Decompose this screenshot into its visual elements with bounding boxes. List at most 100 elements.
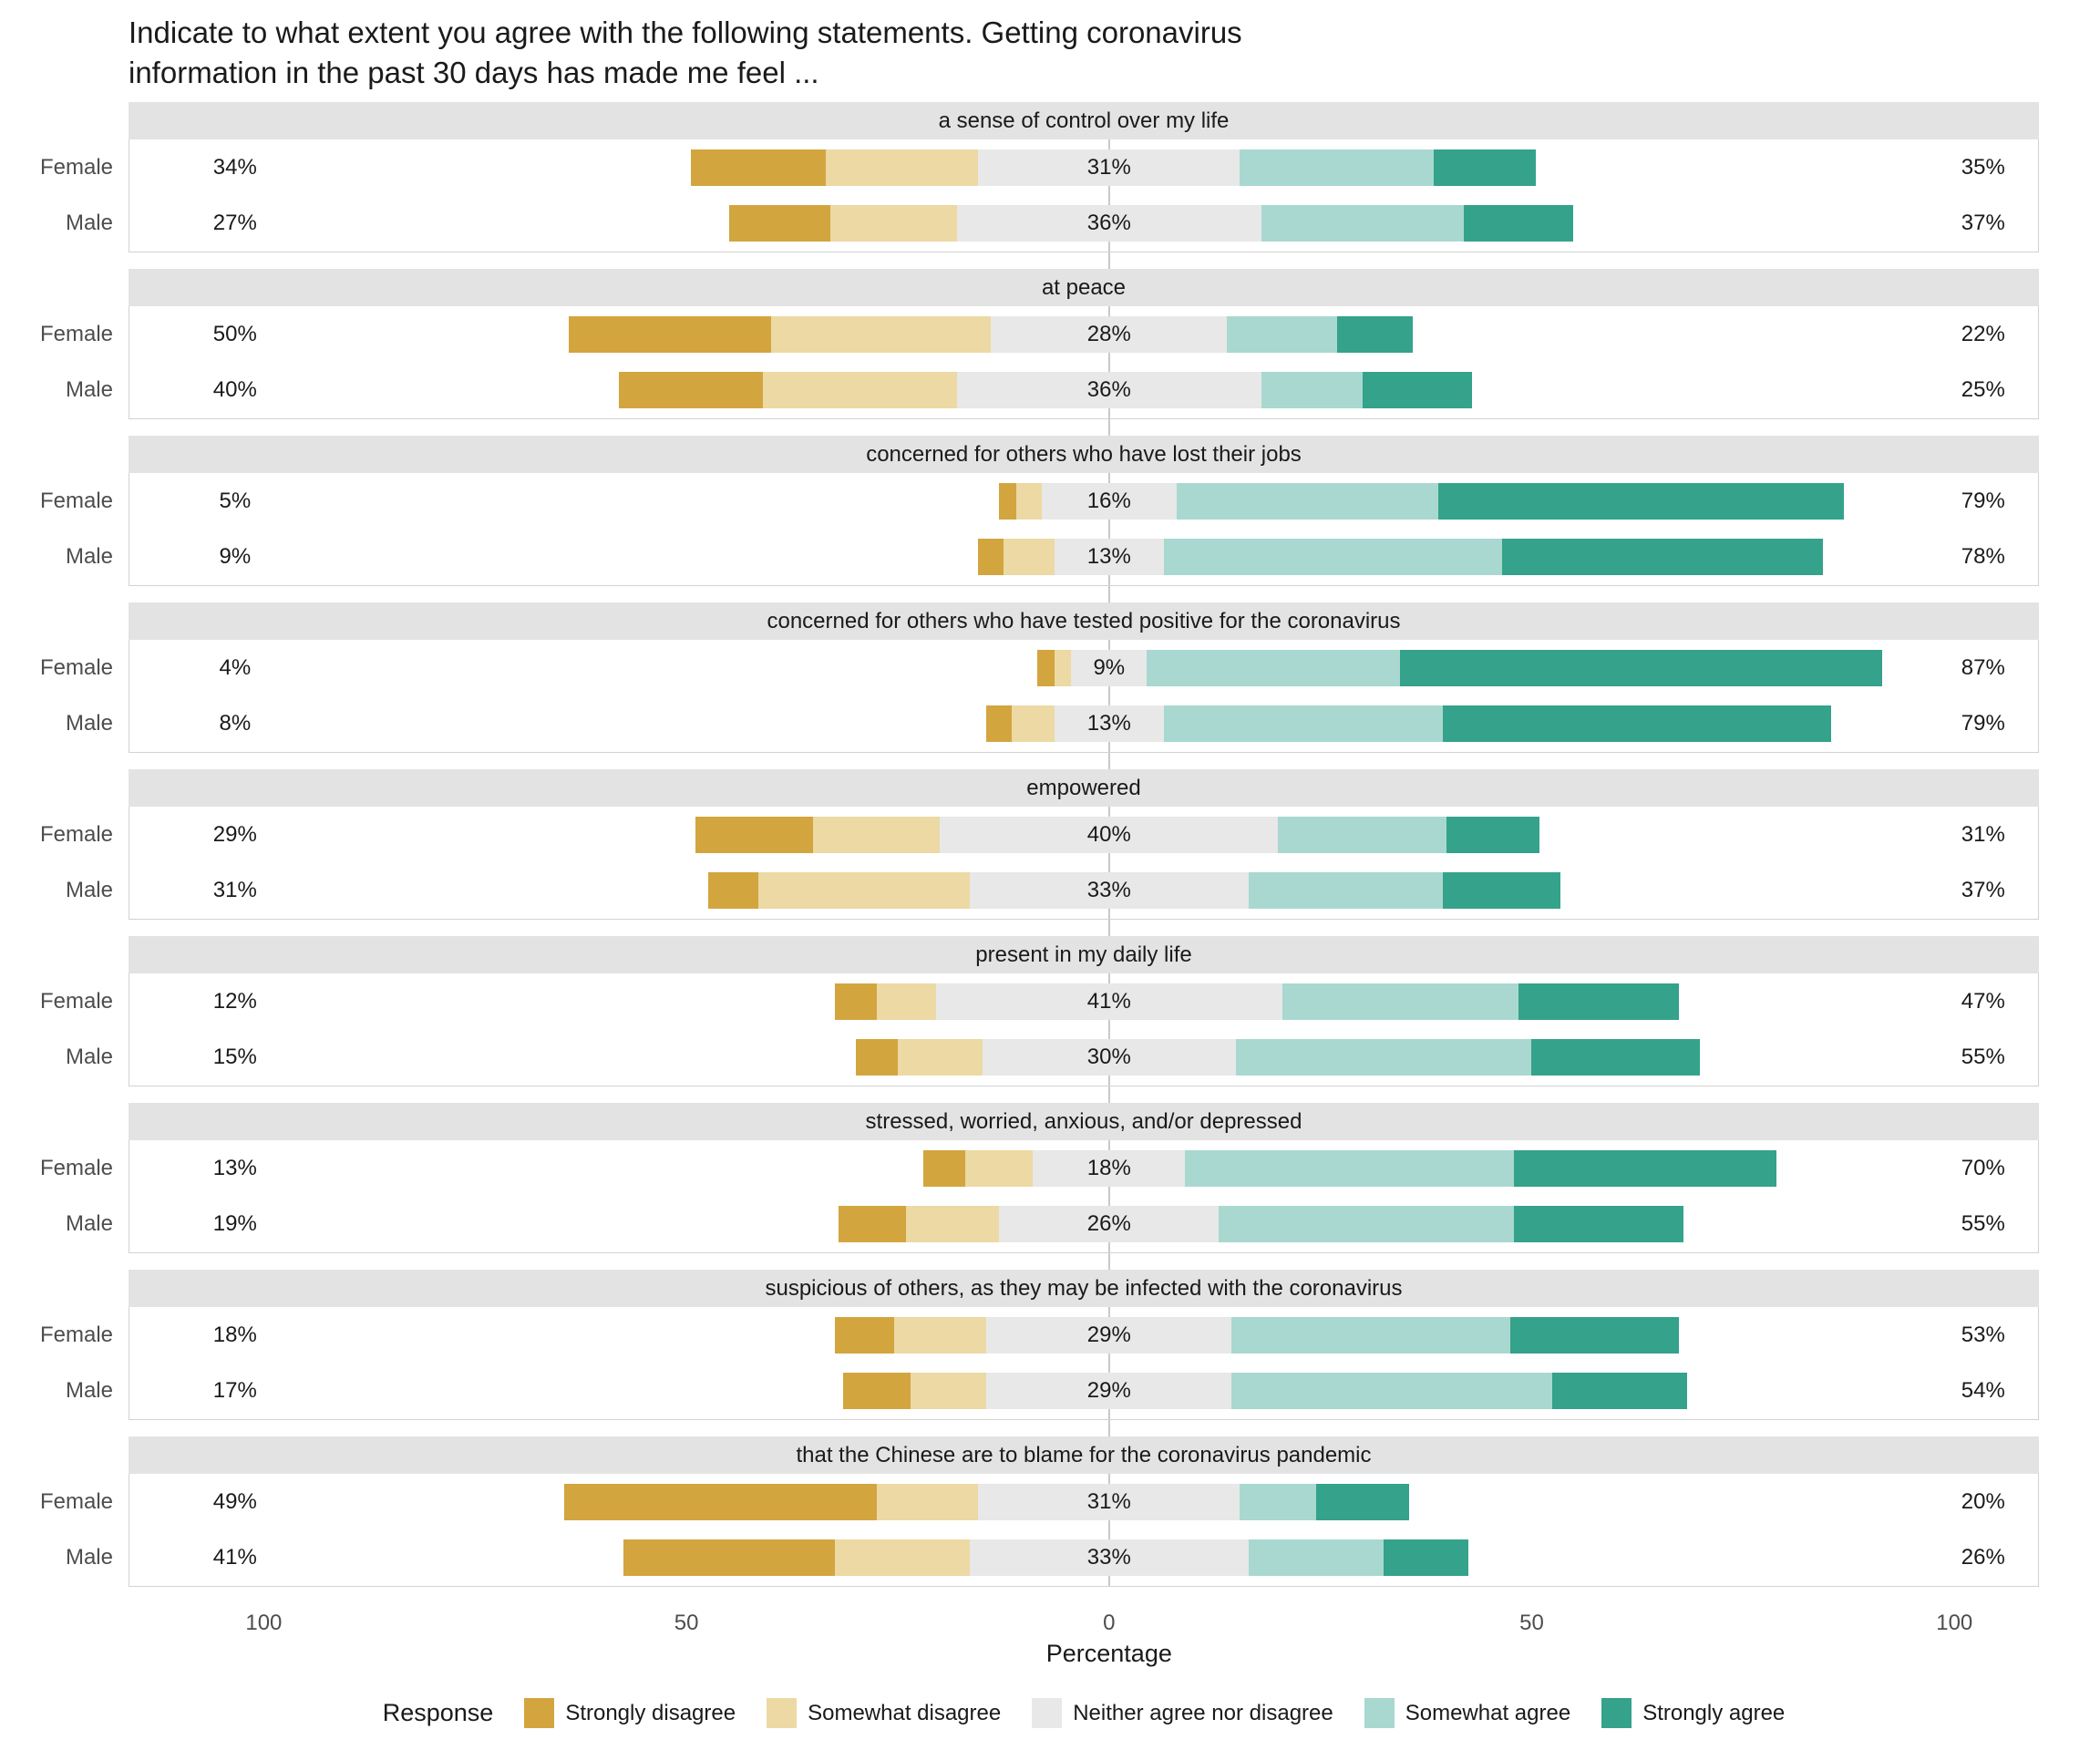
segment-soa [1248,1539,1384,1577]
stacked-bar [986,705,1831,743]
segment-sd [1037,649,1055,686]
segment-sa [1442,705,1831,743]
y-axis-label-male: Male [65,1545,113,1570]
facet-strip-label: concerned for others who have lost their… [866,441,1302,467]
y-axis-label-female: Female [39,654,113,680]
pct-neutral-label: 41% [1086,988,1131,1014]
stacked-bar [922,1149,1776,1187]
facet-6: present in my daily life Female 12% 41% 47% M… [40,936,2039,1086]
pct-agree-label: 20% [1961,1488,2005,1514]
bar-row-female: Female 4% 9% 87% [40,649,2038,686]
facet-panel: Female 5% 16% 79% Male 9% 13% 78% [40,473,2039,586]
segment-n [935,983,1282,1020]
segment-sd [834,983,877,1020]
segment-sd [855,1039,899,1076]
pct-disagree-label: 8% [219,711,252,736]
segment-sd [922,1149,966,1187]
bar-row-female: Female 29% 40% 31% [40,816,2038,853]
zero-gridline [1107,1140,1110,1252]
segment-sa [1463,205,1574,242]
segment-soa [1240,149,1435,186]
segment-n [956,372,1261,409]
pct-agree-label: 35% [1961,154,2005,180]
y-axis-label-female: Female [39,988,113,1014]
segment-sa [1400,649,1882,686]
bar-row-male: Male 9% 13% 78% [66,539,2038,576]
zero-gridline [1107,640,1110,752]
x-axis: 100 50 0 50 100 [129,1603,2039,1636]
pct-agree-label: 55% [1961,1045,2005,1070]
x-tick-label: 50 [1519,1611,1544,1635]
facet-panel: Female 49% 31% 20% Male 41% 33% 26% [40,1474,2039,1587]
segment-sd [839,1206,907,1243]
bar-row-female: Female 13% 18% 70% [40,1149,2038,1187]
legend-swatch-sd [524,1698,555,1728]
legend-entry-label: Neither agree nor disagree [1073,1700,1333,1725]
stacked-bar [855,1039,1701,1076]
facet-panel: Female 12% 41% 47% Male 15% 30% 55% [40,973,2039,1086]
facet-strip: empowered [129,769,2039,807]
pct-disagree-label: 5% [219,488,252,513]
facet-strip-label: concerned for others who have tested pos… [767,608,1401,633]
legend-swatch-sod [767,1698,798,1728]
segment-sd [999,482,1016,520]
facet-panel: Female 4% 9% 87% Male 8% 13% 79% [40,640,2039,753]
segment-soa [1261,372,1363,409]
bar-row-female: Female 5% 16% 79% [40,482,2038,520]
segment-sd [834,1316,894,1354]
segment-n [978,1483,1240,1520]
pct-agree-label: 22% [1961,321,2005,346]
y-axis-label-male: Male [65,878,113,903]
segment-sa [1383,1539,1468,1577]
stacked-bar [834,983,1680,1020]
pct-neutral-label: 36% [1086,377,1131,403]
stacked-bar [568,315,1414,353]
segment-sod [830,205,957,242]
segment-sod [898,1039,983,1076]
legend-entry-label: Somewhat disagree [808,1700,1002,1725]
bar-row-female: Female 49% 31% 20% [40,1483,2038,1520]
stacked-bar [839,1206,1683,1243]
bar-row-male: Male 8% 13% 79% [66,705,2038,743]
segment-sod [1054,649,1072,686]
zero-gridline [1107,973,1110,1086]
zero-gridline [1107,306,1110,418]
segment-sod [1003,539,1055,576]
facets-container: a sense of control over my life Female 34%… [40,102,2039,1587]
segment-sd [619,372,763,409]
facet-7: stressed, worried, anxious, and/or depre… [40,1103,2039,1253]
facet-strip: present in my daily life [129,936,2039,973]
y-axis-label-male: Male [65,711,113,736]
stacked-bar [619,372,1473,409]
legend-entries: Strongly disagree Somewhat disagree Neithe… [524,1698,1785,1728]
legend-entry-label: Somewhat agree [1405,1700,1571,1725]
segment-sod [758,872,970,910]
segment-soa [1261,205,1464,242]
pct-disagree-label: 34% [212,154,257,180]
segment-sd [623,1539,835,1577]
legend-swatch-soa [1364,1698,1395,1728]
segment-n [969,872,1249,910]
bar-row-male: Male 15% 30% 55% [66,1039,2038,1076]
facet-5: empowered Female 29% 40% 31% Male 31% 33% 37% [40,769,2039,920]
segment-sd [568,315,772,353]
bar-row-female: Female 12% 41% 47% [40,983,2038,1020]
segment-n [1071,649,1148,686]
segment-soa [1235,1039,1532,1076]
stacked-bar [564,1483,1409,1520]
pct-neutral-label: 33% [1086,878,1131,903]
bar-row-male: Male 17% 29% 54% [66,1373,2038,1410]
facet-strip: a sense of control over my life [129,102,2039,139]
y-axis-label-female: Female [39,1488,113,1514]
bar-row-male: Male 40% 36% 25% [66,372,2038,409]
segment-soa [1176,482,1439,520]
bar-row-female: Female 34% 31% 35% [40,149,2038,186]
segment-soa [1163,705,1443,743]
segment-sd [707,872,759,910]
pct-neutral-label: 31% [1086,1488,1131,1514]
facet-2: at peace Female 50% 28% 22% Male 40% 36% 25% [40,269,2039,419]
facet-panel: Female 18% 29% 53% Male 17% 29% 54% [40,1307,2039,1420]
pct-agree-label: 54% [1961,1378,2005,1404]
facet-panel: Female 34% 31% 35% Male 27% 36% 37% [40,139,2039,252]
